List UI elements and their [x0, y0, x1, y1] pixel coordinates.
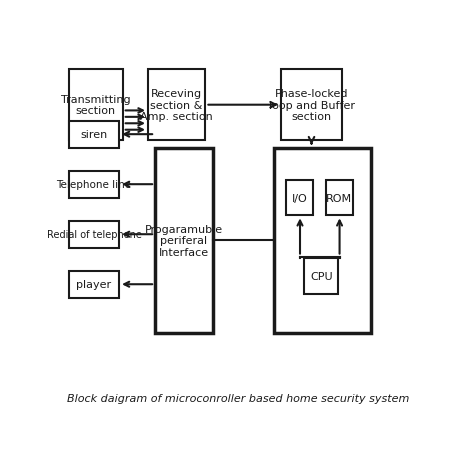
Text: Receving
section &
Amp. section: Receving section & Amp. section	[140, 89, 213, 122]
Bar	[273, 148, 370, 334]
Text: Block daigram of microconroller based home security system: Block daigram of microconroller based ho…	[67, 393, 408, 403]
Text: Telephone line: Telephone line	[56, 180, 131, 190]
Text: CPU: CPU	[309, 272, 332, 282]
Text: ROM: ROM	[325, 193, 352, 203]
Bar	[69, 221, 119, 248]
Text: Phase-locked
loop and Buffer
section: Phase-locked loop and Buffer section	[268, 89, 354, 122]
Bar	[148, 70, 205, 141]
Text: Transmitting
section: Transmitting section	[61, 95, 130, 116]
Text: Redial of telephone: Redial of telephone	[46, 230, 141, 240]
Text: Progaramuble
periferal
Interface: Progaramuble periferal Interface	[144, 225, 222, 257]
Text: I/O: I/O	[291, 193, 307, 203]
Bar	[155, 148, 212, 334]
Bar	[69, 121, 119, 148]
Text: player: player	[76, 280, 111, 290]
Bar	[69, 70, 122, 141]
Text: siren: siren	[80, 130, 107, 140]
Bar	[304, 259, 338, 294]
Bar	[69, 171, 119, 198]
Bar	[281, 70, 341, 141]
Bar	[325, 180, 352, 216]
Bar	[69, 271, 119, 298]
Bar	[286, 180, 313, 216]
